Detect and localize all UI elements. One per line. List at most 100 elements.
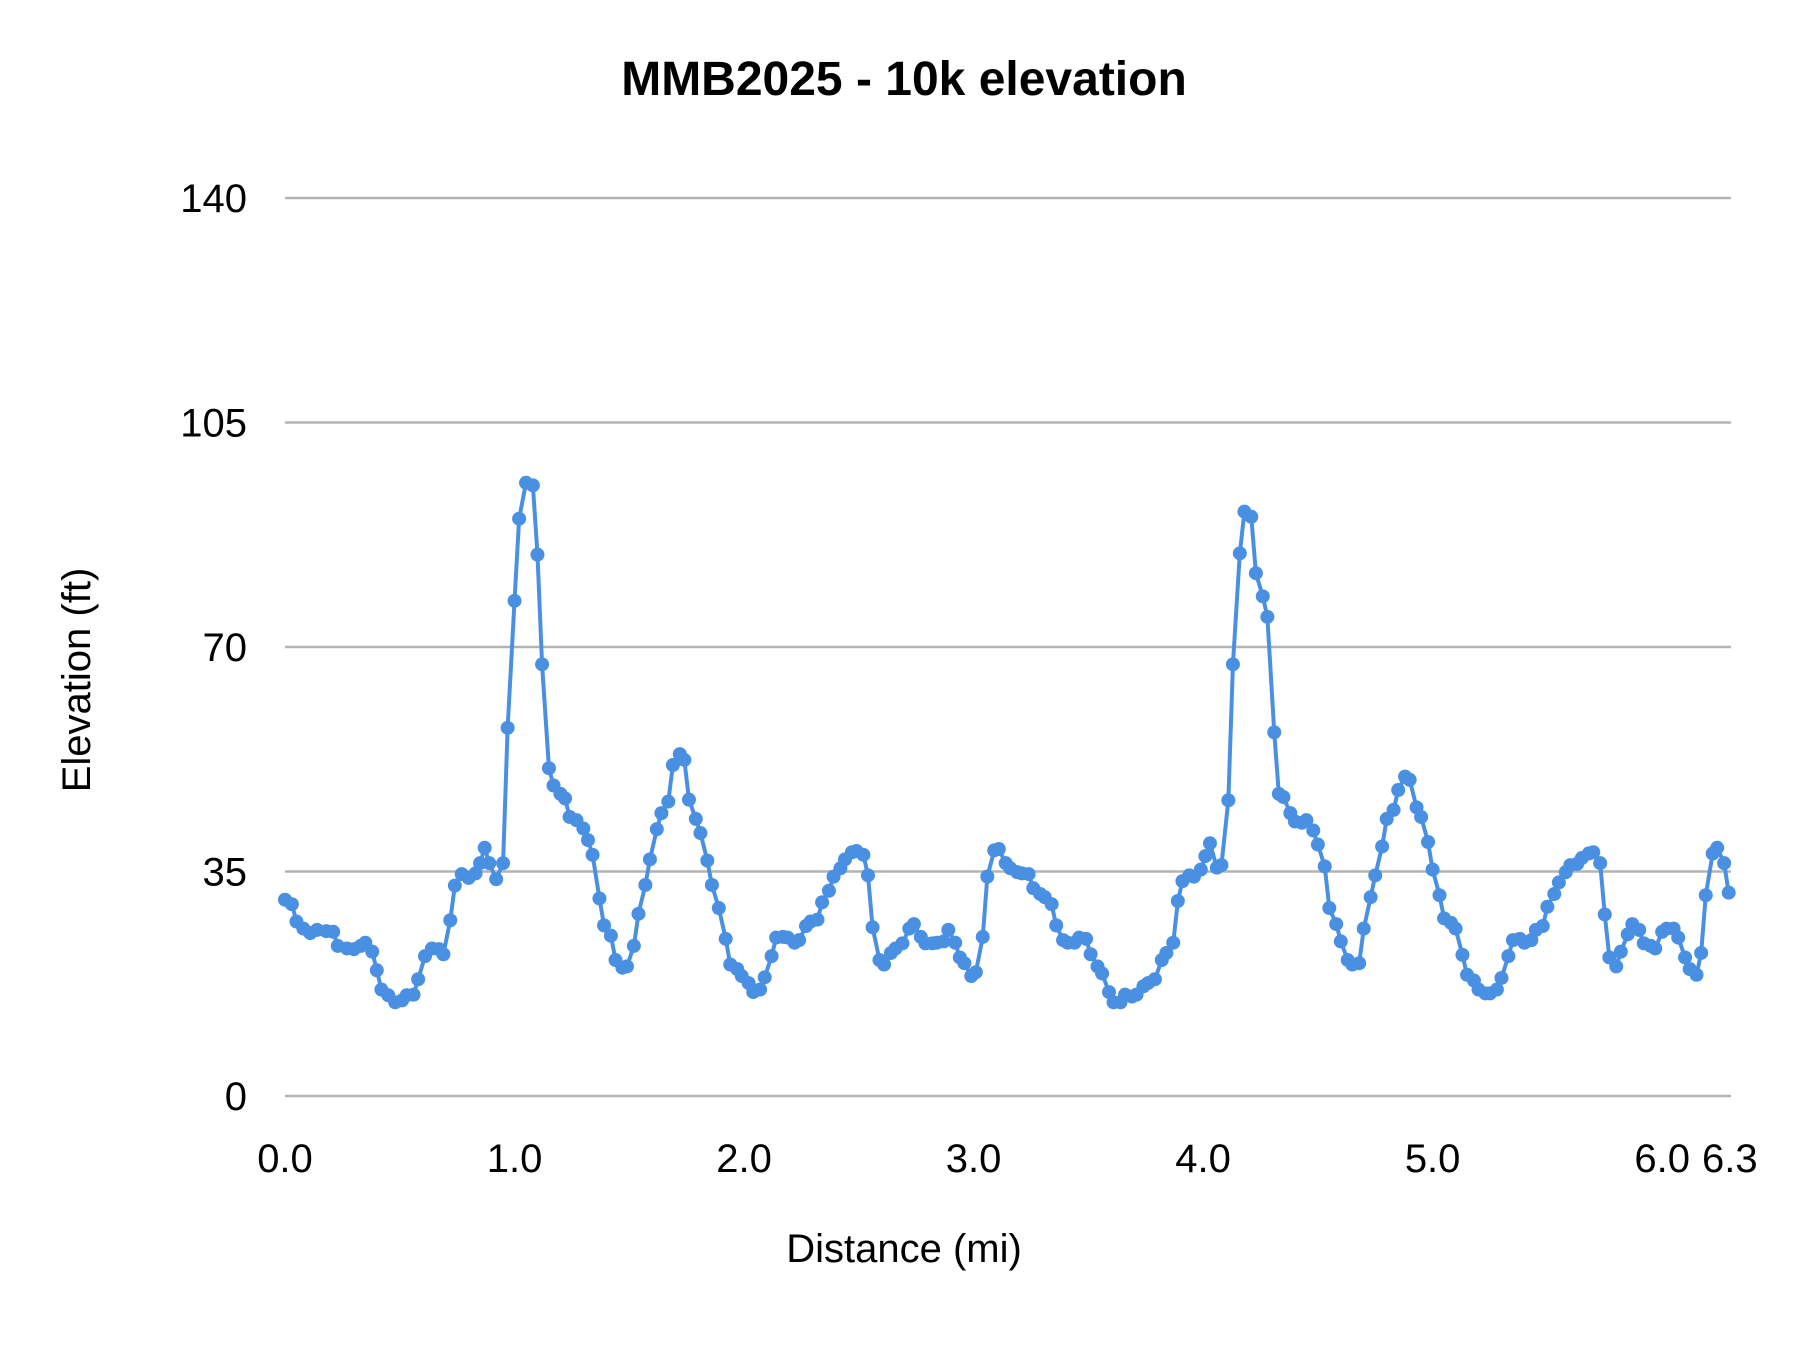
data-point	[1551, 875, 1566, 890]
data-point	[1083, 947, 1098, 962]
data-point	[1721, 885, 1736, 900]
data-point	[693, 826, 708, 841]
data-point	[619, 959, 634, 974]
data-point	[1694, 945, 1709, 960]
data-point	[1021, 867, 1036, 882]
data-point	[638, 877, 653, 892]
data-point	[1710, 840, 1725, 855]
data-point	[447, 878, 462, 893]
data-point	[980, 869, 995, 884]
data-point	[1391, 783, 1406, 798]
data-point	[1609, 959, 1624, 974]
data-point	[654, 806, 669, 821]
data-point	[718, 931, 733, 946]
data-point	[1368, 868, 1383, 883]
data-point	[631, 906, 646, 921]
data-point	[1159, 945, 1174, 960]
data-point	[406, 987, 421, 1002]
data-point	[700, 853, 715, 868]
data-point	[525, 478, 540, 493]
y-axis-ticks: 0 35 70 105 140	[180, 177, 247, 1119]
data-point	[1276, 790, 1291, 805]
data-point	[1613, 944, 1628, 959]
data-point	[810, 912, 825, 927]
x-axis-label: Distance (mi)	[786, 1227, 1022, 1271]
data-point	[489, 872, 504, 887]
data-point	[1225, 657, 1240, 672]
data-point	[1193, 862, 1208, 877]
data-point	[1375, 839, 1390, 854]
x-axis-ticks: 0.0 1.0 2.0 3.0 4.0 5.0 6.0 6.3	[257, 1137, 1757, 1181]
data-point	[443, 913, 458, 928]
data-point	[991, 842, 1006, 857]
y-tick-label: 140	[180, 177, 247, 221]
data-point	[1214, 858, 1229, 873]
data-point	[541, 761, 556, 776]
data-point	[948, 935, 963, 950]
gridlines	[285, 196, 1731, 1098]
x-tick-label: 6.3	[1702, 1137, 1758, 1181]
data-point	[369, 963, 384, 978]
data-point	[1260, 609, 1275, 624]
x-tick-label: 5.0	[1405, 1137, 1461, 1181]
data-point	[865, 920, 880, 935]
data-point	[1198, 849, 1213, 864]
data-point	[1540, 899, 1555, 914]
chart-title: MMB2025 - 10k elevation	[621, 53, 1187, 106]
data-point	[1547, 886, 1562, 901]
data-point	[1147, 972, 1162, 987]
data-point	[1717, 856, 1732, 871]
x-tick-label: 6.0	[1634, 1137, 1690, 1181]
data-point	[1455, 947, 1470, 962]
series-line	[283, 480, 1731, 1005]
data-point	[1501, 949, 1516, 964]
data-point	[1322, 901, 1337, 916]
data-point	[704, 877, 719, 892]
data-point	[895, 936, 910, 951]
data-point	[580, 833, 595, 848]
data-point	[906, 917, 921, 932]
data-point	[1267, 725, 1282, 740]
data-point	[530, 547, 545, 562]
data-point	[1356, 921, 1371, 936]
data-point	[1421, 834, 1436, 849]
data-point	[507, 593, 522, 608]
data-point	[1671, 930, 1686, 945]
data-point	[1448, 921, 1463, 936]
y-tick-label: 70	[203, 626, 248, 670]
data-point	[1648, 941, 1663, 956]
data-point	[411, 972, 426, 987]
data-point	[1363, 890, 1378, 905]
data-point	[1425, 862, 1440, 877]
data-point	[1352, 956, 1367, 971]
data-point	[512, 511, 527, 526]
data-point	[436, 947, 451, 962]
data-point	[365, 944, 380, 959]
data-point	[1402, 772, 1417, 787]
data-point	[597, 918, 612, 933]
data-point	[1414, 809, 1429, 824]
data-point	[1202, 836, 1217, 851]
data-point	[968, 965, 983, 980]
data-point	[592, 891, 607, 906]
data-point	[877, 957, 892, 972]
data-point	[1535, 919, 1550, 934]
data-point	[860, 868, 875, 883]
x-tick-label: 1.0	[487, 1137, 543, 1181]
y-tick-label: 105	[180, 402, 247, 446]
data-point	[1317, 859, 1332, 874]
data-point	[576, 821, 591, 836]
data-point	[1494, 970, 1509, 985]
data-point	[1095, 966, 1110, 981]
data-point	[326, 924, 341, 939]
data-point	[1329, 917, 1344, 932]
x-tick-label: 4.0	[1175, 1137, 1231, 1181]
data-point	[677, 752, 692, 767]
data-point	[661, 794, 676, 809]
data-point	[1489, 982, 1504, 997]
data-point	[1170, 894, 1185, 909]
data-point	[558, 791, 573, 806]
data-point	[1299, 813, 1314, 828]
y-tick-label: 0	[225, 1075, 247, 1119]
